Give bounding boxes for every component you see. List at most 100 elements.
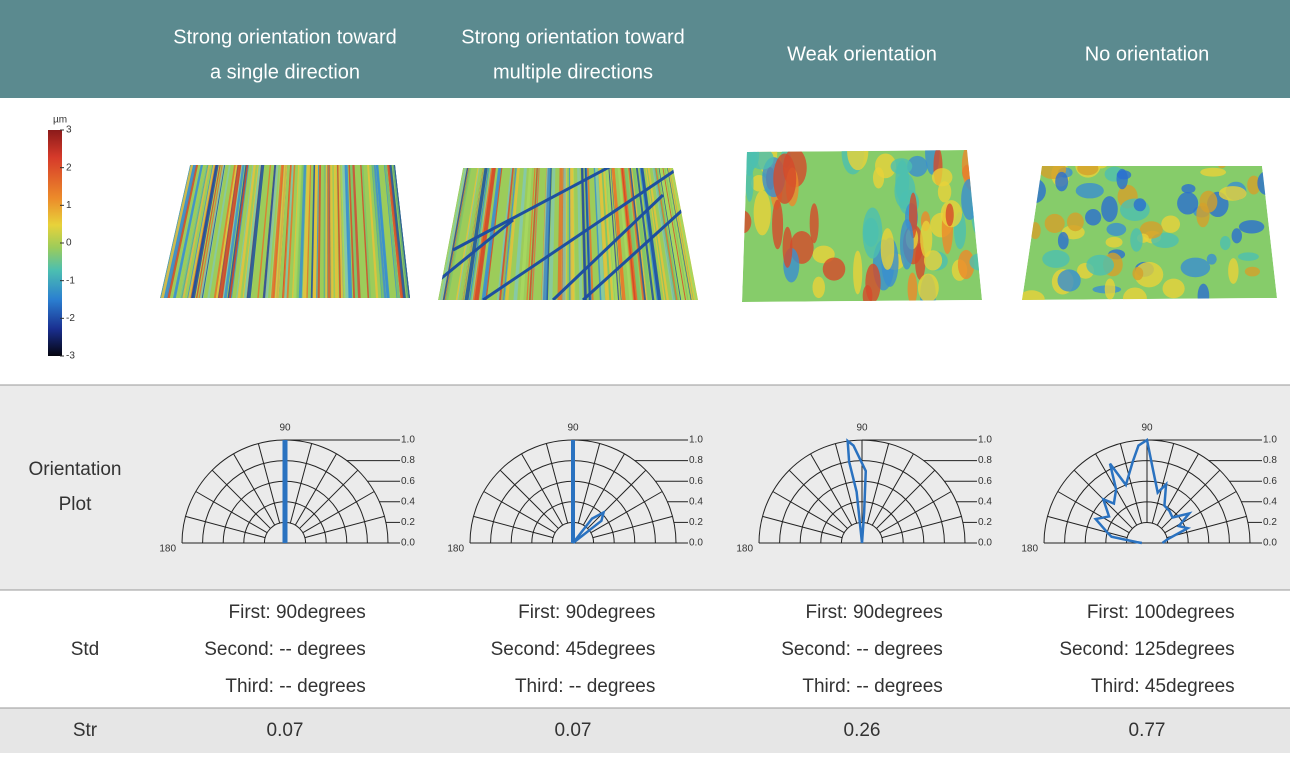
stripe xyxy=(647,168,669,300)
blob xyxy=(745,165,754,202)
std-line: Third: -- degrees xyxy=(225,676,365,697)
stripe xyxy=(621,168,636,300)
column-header: Strong orientation toward xyxy=(173,26,396,48)
std-line: First: 100degrees xyxy=(1087,602,1235,623)
blob xyxy=(772,199,784,250)
stripe xyxy=(569,168,575,300)
blob xyxy=(899,219,914,270)
blob xyxy=(1101,196,1118,222)
std-line: Second: -- degrees xyxy=(204,639,366,660)
blob xyxy=(1085,209,1102,226)
blob xyxy=(1161,215,1181,233)
orientation-plot: 1.0 0.8 0.6 0.4 0.2 0.0 90 180 xyxy=(1021,422,1277,554)
blob xyxy=(1105,236,1123,248)
blob xyxy=(1086,254,1114,276)
blob xyxy=(753,190,771,236)
blob xyxy=(750,150,774,170)
angle-label: 90 xyxy=(279,422,291,433)
orientation-curve xyxy=(572,509,606,544)
radial-tick-label: 0.8 xyxy=(689,455,703,466)
blob xyxy=(1075,182,1104,199)
stripe xyxy=(655,168,678,300)
row-label: Plot xyxy=(59,494,92,515)
stripe xyxy=(548,168,556,300)
stripe xyxy=(263,165,277,298)
column-header: multiple directions xyxy=(493,61,653,83)
stripe xyxy=(349,165,359,298)
blob xyxy=(865,263,881,302)
stripe xyxy=(445,168,472,300)
radial-tick-label: 0.8 xyxy=(401,455,415,466)
stripe xyxy=(665,168,691,300)
stripe xyxy=(167,165,199,298)
blob xyxy=(1238,220,1265,234)
blob xyxy=(1228,258,1239,284)
stripe xyxy=(464,168,488,300)
stripe xyxy=(598,168,610,300)
stripe xyxy=(457,168,480,300)
blob xyxy=(773,153,797,204)
scratch xyxy=(581,203,690,300)
stripe xyxy=(482,168,502,300)
blob xyxy=(1132,266,1144,281)
blob xyxy=(1237,252,1259,261)
blob xyxy=(1177,192,1199,215)
blob xyxy=(1200,167,1227,177)
blob xyxy=(1206,253,1217,265)
blob xyxy=(890,158,913,175)
stripe xyxy=(640,168,662,300)
stripe xyxy=(611,168,626,300)
stripe xyxy=(313,165,319,298)
stripe xyxy=(230,165,250,298)
stripe xyxy=(351,165,361,298)
column-header: Strong orientation toward xyxy=(461,26,684,48)
color-tick-label: -2 xyxy=(66,313,75,324)
blob xyxy=(822,257,846,281)
std-line: Second: 125degrees xyxy=(1059,639,1234,660)
radial-tick-label: 0.4 xyxy=(401,496,415,507)
stripe xyxy=(302,165,310,298)
stripe xyxy=(605,168,619,300)
polar-ring xyxy=(799,480,925,544)
stripe xyxy=(635,168,655,300)
str-value: 0.07 xyxy=(555,720,592,741)
stripe xyxy=(496,168,513,300)
stripe xyxy=(188,165,215,298)
stripe xyxy=(498,168,514,300)
std-line: Third: -- degrees xyxy=(515,676,655,697)
radial-tick-label: 0.4 xyxy=(689,496,703,507)
stripe xyxy=(190,165,218,298)
stripe xyxy=(237,165,256,298)
column-header: Weak orientation xyxy=(787,43,937,65)
blob xyxy=(1181,184,1196,194)
blob xyxy=(917,273,939,302)
stripe xyxy=(501,168,516,300)
blob xyxy=(1231,228,1242,244)
radial-tick-label: 0.6 xyxy=(689,476,703,487)
radial-tick-label: 0.0 xyxy=(689,538,703,549)
blob xyxy=(1134,261,1164,288)
radial-tick-label: 1.0 xyxy=(978,435,992,446)
blob xyxy=(1022,290,1045,300)
stripe xyxy=(526,168,536,300)
radial-tick-label: 1.0 xyxy=(401,435,415,446)
stripe xyxy=(542,168,551,300)
orientation-plot: 1.0 0.8 0.6 0.4 0.2 0.0 90 180 xyxy=(159,422,415,554)
stripe xyxy=(327,165,331,298)
blob xyxy=(1247,175,1261,195)
blob xyxy=(1104,278,1116,300)
stripe xyxy=(662,168,687,300)
color-tick-label: 3 xyxy=(66,125,72,136)
stripe xyxy=(372,165,385,298)
stripe xyxy=(667,168,693,300)
blob xyxy=(1057,231,1069,250)
stripe xyxy=(310,165,316,298)
stripe xyxy=(632,168,652,300)
blob xyxy=(1196,202,1210,228)
blob xyxy=(1244,266,1261,277)
scratch xyxy=(452,168,614,252)
stripe xyxy=(164,165,197,298)
angle-label: 180 xyxy=(447,544,464,555)
stripe xyxy=(242,165,259,298)
blob xyxy=(1106,222,1127,236)
